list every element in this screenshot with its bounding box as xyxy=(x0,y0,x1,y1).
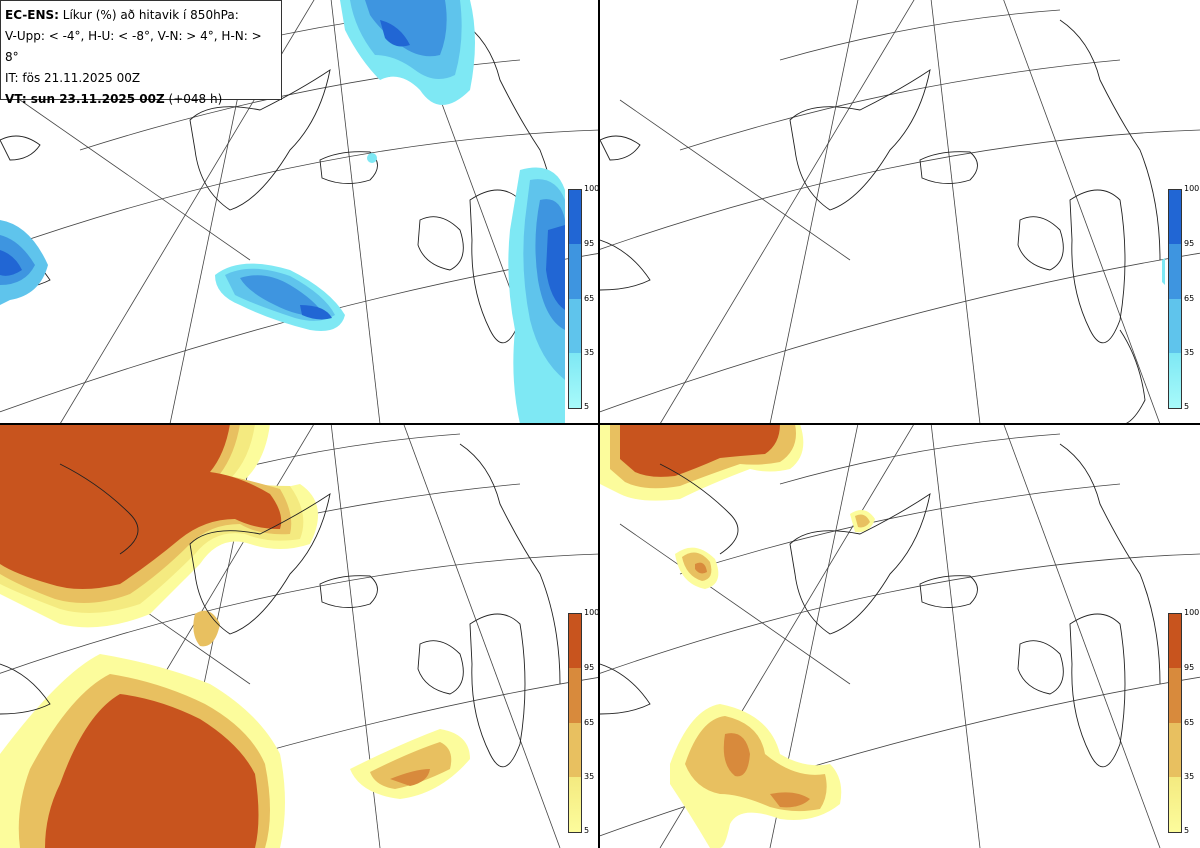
panel-cold-8 xyxy=(600,0,1200,424)
colorbar-warm-left xyxy=(568,613,582,833)
map-cold-8 xyxy=(600,0,1200,424)
colorbar-cold-right xyxy=(1168,189,1182,409)
legend-title-line: EC-ENS: Líkur (%) að hitavik í 850hPa: xyxy=(5,5,277,26)
product-title: Líkur (%) að hitavik í 850hPa: xyxy=(62,8,239,22)
cb-seg xyxy=(569,299,581,353)
model-name: EC-ENS: xyxy=(5,8,59,22)
cb-seg xyxy=(569,190,581,244)
cb-seg xyxy=(569,777,581,832)
cb-tick: 100 xyxy=(584,184,600,193)
cb-tick: 5 xyxy=(584,826,590,835)
cb-seg xyxy=(1169,723,1181,777)
cb-seg xyxy=(1169,614,1181,668)
map-cold-4 xyxy=(0,0,600,424)
cb-seg xyxy=(569,353,581,408)
cb-seg xyxy=(569,723,581,777)
cb-tick: 5 xyxy=(584,402,590,411)
valid-time: VT: sun 23.11.2025 00Z xyxy=(5,92,165,106)
cb-tick: 100 xyxy=(1184,608,1200,617)
cb-tick: 35 xyxy=(1184,348,1195,357)
cb-tick: 65 xyxy=(584,294,595,303)
map-warm-4 xyxy=(0,424,600,848)
threshold-text: V-Upp: < -4°, H-U: < -8°, V-N: > 4°, H-N… xyxy=(5,29,262,64)
cb-tick: 65 xyxy=(1184,718,1195,727)
cb-tick: 35 xyxy=(1184,772,1195,781)
colorbar-cold-left xyxy=(568,189,582,409)
cb-tick: 5 xyxy=(1184,826,1190,835)
cb-tick: 100 xyxy=(1184,184,1200,193)
init-time: IT: fös 21.11.2025 00Z xyxy=(5,71,141,85)
cb-tick: 35 xyxy=(584,772,595,781)
panel-warm-8 xyxy=(600,424,1200,848)
cb-seg xyxy=(569,614,581,668)
lead-time: (+048 h) xyxy=(168,92,223,106)
cb-tick: 95 xyxy=(584,663,595,672)
cb-tick: 95 xyxy=(1184,239,1195,248)
cb-seg xyxy=(1169,299,1181,353)
cb-tick: 65 xyxy=(584,718,595,727)
legend-box: EC-ENS: Líkur (%) að hitavik í 850hPa: V… xyxy=(0,0,282,106)
map-warm-8 xyxy=(600,424,1200,848)
cb-seg xyxy=(1169,190,1181,244)
panel-cold-4 xyxy=(0,0,600,424)
cb-tick: 95 xyxy=(1184,663,1195,672)
cb-tick: 65 xyxy=(1184,294,1195,303)
panel-warm-4 xyxy=(0,424,600,848)
cb-seg xyxy=(569,244,581,299)
colorbar-warm-right xyxy=(1168,613,1182,833)
cb-seg xyxy=(1169,353,1181,408)
cb-seg xyxy=(1169,668,1181,723)
cb-tick: 95 xyxy=(584,239,595,248)
cb-tick: 5 xyxy=(1184,402,1190,411)
cb-tick: 35 xyxy=(584,348,595,357)
cb-seg xyxy=(1169,777,1181,832)
cb-seg xyxy=(1169,244,1181,299)
panel-divider-horizontal xyxy=(0,423,1200,425)
cb-tick: 100 xyxy=(584,608,600,617)
cb-seg xyxy=(569,668,581,723)
valid-time-line: VT: sun 23.11.2025 00Z (+048 h) xyxy=(5,89,277,110)
